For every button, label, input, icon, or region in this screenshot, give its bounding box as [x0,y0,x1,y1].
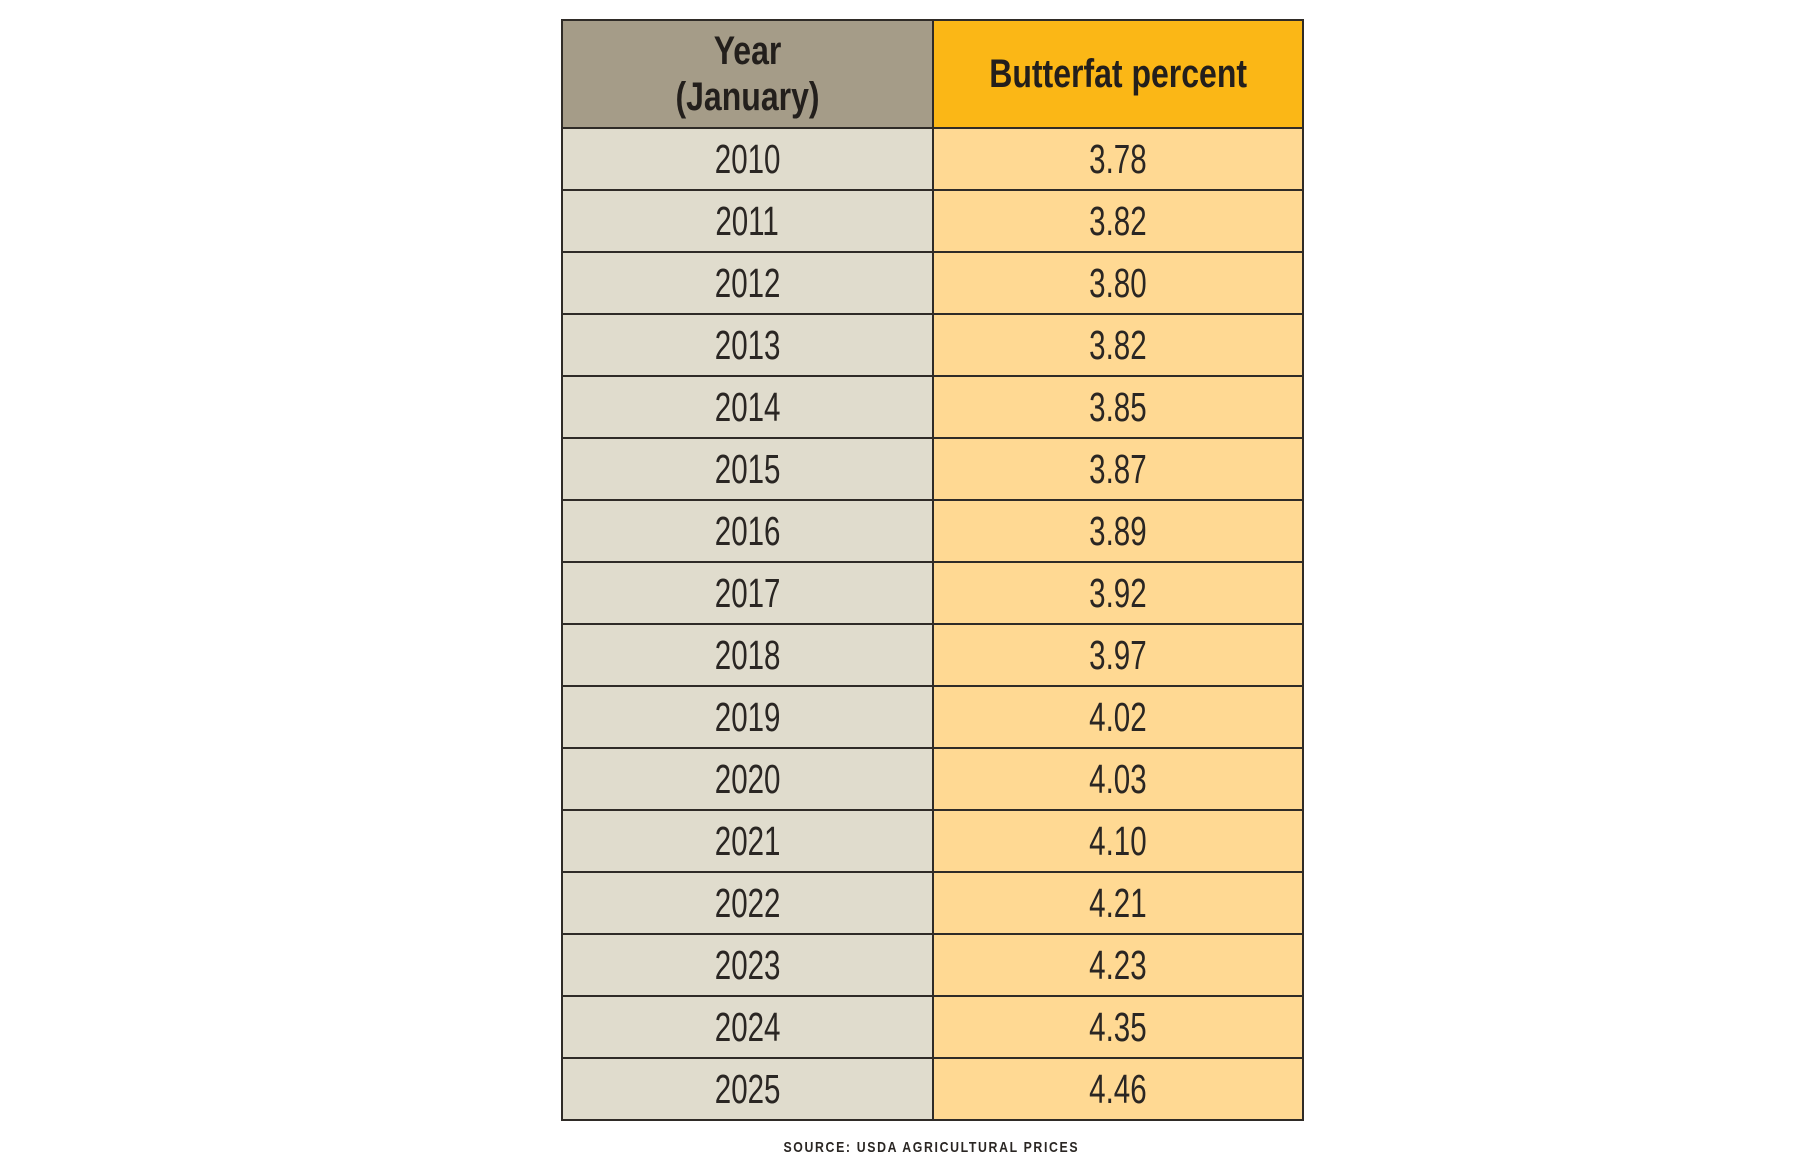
year-cell: 2013 [561,313,934,377]
table-row: 2017 3.92 [561,561,1304,625]
butterfat-cell: 4.02 [932,685,1304,749]
butterfat-cell: 3.89 [932,499,1304,563]
header-year: Year (January) [561,19,934,129]
year-cell: 2025 [561,1057,934,1121]
year-value: 2022 [714,880,781,926]
year-cell: 2015 [561,437,934,501]
source-caption: SOURCE: USDA AGRICULTURAL PRICES [561,1139,1302,1156]
butterfat-table: Year (January) Butterfat percent 2010 3.… [561,19,1304,1121]
year-value: 2012 [714,260,781,306]
year-value: 2024 [714,1004,781,1050]
source-text: SOURCE: USDA AGRICULTURAL PRICES [783,1139,1080,1156]
year-value: 2019 [714,694,781,740]
year-cell: 2022 [561,871,934,935]
table-row: 2014 3.85 [561,375,1304,439]
table-row: 2015 3.87 [561,437,1304,501]
year-cell: 2014 [561,375,934,439]
table-row: 2020 4.03 [561,747,1304,811]
butterfat-value: 3.97 [1089,632,1147,678]
butterfat-value: 3.80 [1089,260,1147,306]
butterfat-value: 3.78 [1089,136,1147,182]
year-cell: 2011 [561,189,934,253]
butterfat-value: 3.87 [1089,446,1147,492]
butterfat-cell: 3.97 [932,623,1304,687]
year-value: 2013 [714,322,781,368]
year-cell: 2020 [561,747,934,811]
butterfat-value: 3.85 [1089,384,1147,430]
year-value: 2014 [714,384,781,430]
table-row: 2011 3.82 [561,189,1304,253]
header-row: Year (January) Butterfat percent [561,19,1304,129]
butterfat-cell: 4.23 [932,933,1304,997]
butterfat-cell: 3.87 [932,437,1304,501]
year-cell: 2024 [561,995,934,1059]
table-row: 2021 4.10 [561,809,1304,873]
butterfat-value: 4.21 [1089,880,1147,926]
butterfat-table-container: Year (January) Butterfat percent 2010 3.… [561,19,1304,1121]
butterfat-cell: 3.82 [932,189,1304,253]
year-value: 2017 [714,570,781,616]
year-value: 2015 [714,446,781,492]
year-value: 2010 [714,136,781,182]
butterfat-value: 4.35 [1089,1004,1147,1050]
table-row: 2012 3.80 [561,251,1304,315]
table-row: 2025 4.46 [561,1057,1304,1121]
year-value: 2023 [714,942,781,988]
table-row: 2022 4.21 [561,871,1304,935]
year-cell: 2019 [561,685,934,749]
year-cell: 2016 [561,499,934,563]
year-value: 2016 [714,508,781,554]
table-row: 2016 3.89 [561,499,1304,563]
butterfat-value: 3.82 [1089,198,1147,244]
year-value: 2020 [714,756,781,802]
table-row: 2010 3.78 [561,127,1304,191]
butterfat-cell: 4.46 [932,1057,1304,1121]
butterfat-cell: 4.10 [932,809,1304,873]
butterfat-value: 4.23 [1089,942,1147,988]
year-cell: 2018 [561,623,934,687]
year-value: 2021 [714,818,781,864]
table-row: 2024 4.35 [561,995,1304,1059]
butterfat-cell: 4.35 [932,995,1304,1059]
butterfat-cell: 4.21 [932,871,1304,935]
butterfat-cell: 4.03 [932,747,1304,811]
header-year-line2: (January) [675,75,820,119]
butterfat-cell: 3.92 [932,561,1304,625]
butterfat-value: 4.02 [1089,694,1147,740]
butterfat-cell: 3.80 [932,251,1304,315]
year-value: 2011 [715,198,780,244]
table-row: 2013 3.82 [561,313,1304,377]
header-year-line1: Year [713,29,782,73]
butterfat-cell: 3.78 [932,127,1304,191]
butterfat-value: 3.92 [1089,570,1147,616]
year-value: 2025 [714,1066,781,1112]
year-cell: 2012 [561,251,934,315]
year-cell: 2021 [561,809,934,873]
butterfat-value: 4.10 [1089,818,1147,864]
year-cell: 2023 [561,933,934,997]
butterfat-value: 3.89 [1089,508,1147,554]
header-butterfat-label: Butterfat percent [989,52,1247,96]
year-value: 2018 [714,632,781,678]
table-row: 2023 4.23 [561,933,1304,997]
butterfat-value: 4.03 [1089,756,1147,802]
butterfat-cell: 3.82 [932,313,1304,377]
butterfat-value: 4.46 [1089,1066,1147,1112]
table-row: 2018 3.97 [561,623,1304,687]
butterfat-value: 3.82 [1089,322,1147,368]
butterfat-cell: 3.85 [932,375,1304,439]
header-butterfat: Butterfat percent [932,19,1304,129]
table-row: 2019 4.02 [561,685,1304,749]
year-cell: 2017 [561,561,934,625]
year-cell: 2010 [561,127,934,191]
